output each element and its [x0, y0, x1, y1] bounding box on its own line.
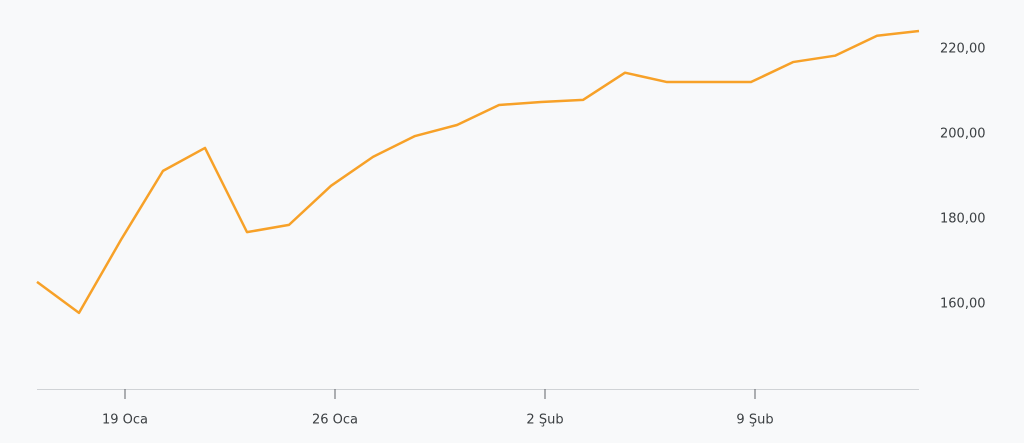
x-tick-label: 9 Şub [736, 413, 773, 428]
x-tick-label: 19 Oca [102, 413, 148, 428]
y-tick-label: 220,00 [940, 41, 986, 56]
y-tick-label: 160,00 [940, 296, 986, 311]
y-tick-label: 180,00 [940, 211, 986, 226]
x-tick-label: 26 Oca [312, 413, 358, 428]
y-tick-label: 200,00 [940, 126, 986, 141]
x-tick-label: 2 Şub [526, 413, 563, 428]
price-line [36, 29, 920, 315]
